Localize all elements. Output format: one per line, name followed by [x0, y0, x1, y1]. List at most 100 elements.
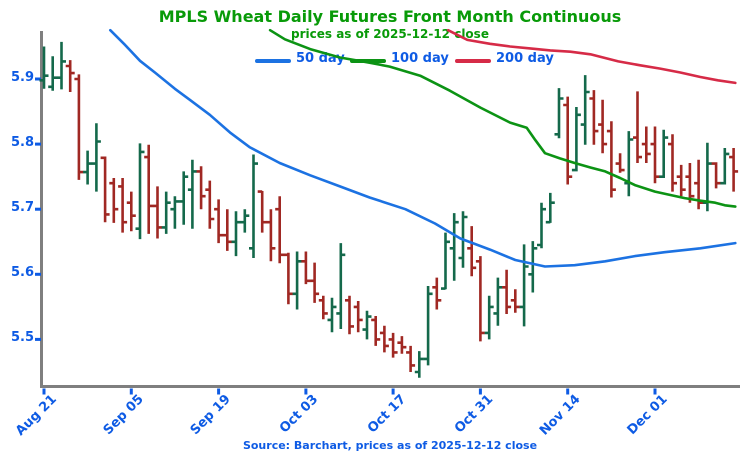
ohlc-bar: [641, 126, 651, 163]
ohlc-bar: [345, 295, 354, 335]
x-axis-label: Oct 03: [277, 392, 322, 437]
ohlc-bar: [606, 121, 616, 198]
legend-label: 50 day: [296, 51, 345, 66]
ohlc-bar: [414, 351, 424, 378]
x-axis-label: Aug 21: [12, 392, 60, 439]
ohlc-bar: [441, 232, 450, 290]
ohlc-bar: [484, 295, 494, 340]
x-axis-label: Sep 19: [188, 392, 235, 439]
ohlc-bar: [598, 99, 608, 154]
ohlc-bar: [676, 164, 686, 197]
chart-title: MPLS Wheat Daily Futures Front Month Con…: [158, 7, 622, 26]
ohlc-bar: [144, 144, 154, 234]
y-axis-label: 5.8: [10, 135, 34, 151]
ohlc-bar: [432, 277, 442, 310]
ohlc-bar: [729, 148, 739, 192]
ohlc-bar: [624, 131, 634, 197]
ohlc-bar: [118, 178, 128, 233]
ohlc-bar: [475, 256, 485, 342]
ohlc-bar: [318, 295, 328, 320]
ohlc-bar: [266, 209, 276, 262]
ohlc-bar: [379, 325, 389, 353]
ohlc-bar: [292, 251, 302, 310]
ohlc-bar: [650, 126, 660, 184]
ohlc-bar: [214, 199, 224, 244]
ohlc-bar: [83, 150, 93, 185]
ohlc-bar: [685, 163, 695, 203]
ohlc-bar: [240, 209, 250, 233]
ohlc-bar: [388, 332, 398, 358]
ohlc-bar: [467, 226, 477, 277]
ohlc-bar: [205, 180, 215, 229]
ohlc-bar: [310, 262, 320, 303]
ohlc-bar: [249, 154, 258, 258]
ohlc-bar: [458, 211, 468, 268]
ohlc-bar: [711, 162, 721, 189]
ohlc-bar: [353, 301, 363, 333]
x-axis-label: Oct 31: [451, 392, 497, 437]
ohlc-bar: [301, 251, 311, 285]
ohlc-bar: [161, 191, 171, 234]
ohlc-bar: [100, 156, 110, 223]
legend: 50 day 100 day 200 day: [0, 50, 746, 68]
x-axis-label: Oct 17: [364, 392, 409, 437]
ohlc-bar: [153, 186, 162, 239]
ohlc-bar: [109, 178, 119, 223]
legend-label: 200 day: [496, 51, 554, 66]
ohlc-bar: [423, 286, 433, 366]
ohlc-bar: [406, 345, 416, 372]
legend-label: 100 day: [391, 51, 449, 66]
chart-subtitle: prices as of 2025-12-12 close: [291, 27, 489, 41]
ohlc-bar: [510, 289, 520, 313]
ohlc-bar: [187, 159, 197, 229]
ohlc-bar: [283, 252, 293, 305]
legend-swatch-50-day-line: [255, 59, 291, 63]
ohlc-bar: [449, 213, 459, 281]
ohlc-bar: [327, 297, 337, 333]
ohlc-bar: [179, 171, 189, 225]
x-axis-label: Nov 14: [536, 392, 584, 439]
ohlc-bar: [275, 196, 285, 264]
ohlc-bar: [126, 191, 136, 232]
ohlc-bar: [571, 107, 581, 172]
ohlc-bar: [545, 192, 555, 224]
legend-swatch-100-day-line: [350, 59, 386, 63]
ohlc-bar: [222, 209, 232, 251]
ohlc-bar: [528, 241, 538, 293]
ohlc-bar: [554, 88, 564, 139]
ohlc-bar: [589, 90, 599, 145]
ohlc-bar: [493, 277, 503, 326]
ohlc-bar: [580, 75, 590, 145]
ohlc-bar: [563, 96, 573, 185]
ohlc-bar: [362, 310, 372, 340]
x-axis-label: Dec 01: [624, 392, 671, 438]
ohlc-bar: [74, 74, 84, 180]
legend-swatch-200-day-line: [455, 59, 491, 63]
ohlc-bar: [170, 196, 180, 229]
ohlc-bar: [397, 336, 407, 354]
ohlc-bar: [659, 129, 669, 178]
ohlc-bar: [633, 91, 642, 163]
source-note: Source: Barchart, prices as of 2025-12-1…: [242, 439, 538, 452]
ohlc-bar: [519, 244, 529, 327]
x-axis-label: Sep 05: [100, 392, 147, 439]
y-axis-label: 5.9: [10, 70, 34, 85]
ohlc-bar: [537, 202, 546, 249]
ohlc-bar: [257, 190, 267, 233]
ohlc-bar: [336, 243, 346, 329]
ohlc-bar: [702, 142, 712, 212]
ohlc-bar: [91, 123, 101, 192]
y-axis-label: 5.5: [10, 330, 34, 346]
ohlc-bar: [694, 159, 704, 210]
ohlc-bar: [502, 269, 512, 314]
ohlc-bar: [668, 134, 677, 192]
ohlc-bar: [371, 316, 381, 346]
ohlc-bar: [231, 211, 241, 257]
ohlc-bar: [615, 153, 625, 173]
y-axis-label: 5.6: [10, 265, 34, 281]
ohlc-bar: [720, 148, 730, 185]
ohlc-bar: [196, 166, 206, 210]
ohlc-bar: [135, 143, 145, 240]
